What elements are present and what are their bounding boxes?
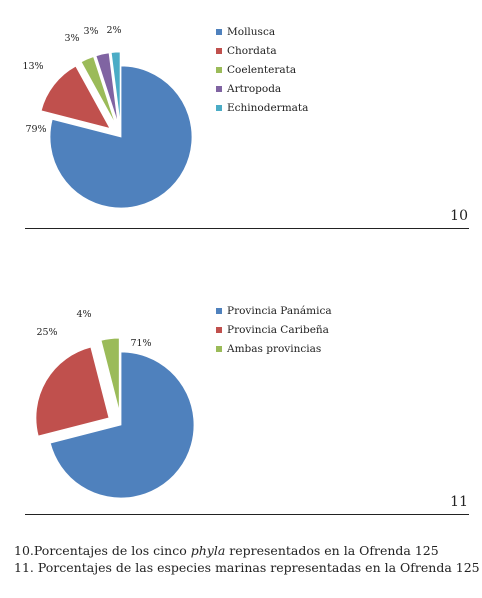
legend-swatch	[216, 104, 222, 111]
legend-item-provincia-caribena: Provincia Caribeña	[216, 320, 332, 339]
caption-figure-10: 10.Porcentajes de los cinco phyla repres…	[14, 543, 439, 558]
legend-item-echinodermata: Echinodermata	[216, 98, 308, 117]
legend-label: Ambas provincias	[227, 342, 322, 355]
slice-label-artropoda: 3%	[83, 26, 98, 37]
divider-rule	[25, 228, 469, 229]
chart-panel-10: 79% 13% 3% 3% 2% Mollusca Chordata Coelenterat…	[0, 0, 482, 240]
slice-label-echinodermata: 2%	[106, 25, 121, 36]
legend-label: Echinodermata	[227, 101, 309, 114]
pie-slice-ambas-provincias	[100, 337, 120, 412]
pie-slice-artropoda	[95, 52, 119, 124]
legend-label: Chordata	[227, 44, 277, 57]
legend-label: Provincia Caribeña	[227, 323, 329, 336]
slice-label-provincia-panamica: 71%	[130, 338, 151, 349]
figure-number-10: 10	[450, 208, 468, 224]
legend-swatch	[216, 345, 222, 352]
slice-label-chordata: 13%	[22, 61, 43, 72]
legend-item-mollusca: Mollusca	[216, 22, 308, 41]
legend-swatch	[216, 326, 222, 333]
pie-slice-provincia-panamica	[49, 351, 195, 499]
caption-number: 11.	[14, 560, 34, 575]
slice-label-provincia-caribena: 25%	[36, 327, 57, 338]
legend-label: Provincia Panámica	[227, 304, 332, 317]
legend-swatch	[216, 47, 222, 54]
legend-item-provincia-panamica: Provincia Panámica	[216, 301, 332, 320]
pie-slice-echinodermata	[110, 51, 121, 124]
legend-swatch	[216, 28, 222, 35]
pie-chart-11: 71% 25% 4%	[35, 309, 195, 499]
legend-item-artropoda: Artropoda	[216, 79, 308, 98]
figure-number-11: 11	[450, 494, 468, 510]
legend-11: Provincia Panámica Provincia Caribeña Amba…	[216, 301, 332, 358]
caption-figure-11: 11. Porcentajes de las especies marinas …	[14, 560, 480, 575]
slice-label-mollusca: 79%	[25, 124, 46, 135]
pie-chart-10: 79% 13% 3% 3% 2%	[22, 25, 193, 209]
legend-item-ambas-provincias: Ambas provincias	[216, 339, 332, 358]
pie-slice-mollusca	[49, 65, 193, 209]
chart-panel-11: 71% 25% 4% Provincia Panámica Provincia Car…	[0, 290, 482, 520]
legend-label: Mollusca	[227, 25, 276, 38]
legend-swatch	[216, 66, 222, 73]
divider-rule	[25, 514, 469, 515]
legend-10: Mollusca Chordata Coelenterata Artropoda Ech…	[216, 22, 308, 117]
caption-text: Porcentajes de los cinco	[33, 543, 191, 558]
caption-number: 10.	[14, 543, 34, 558]
pie-slice-provincia-caribena	[35, 346, 110, 437]
legend-label: Coelenterata	[227, 63, 297, 76]
caption-italic-term: phyla	[190, 543, 226, 558]
legend-item-coelenterata: Coelenterata	[216, 60, 308, 79]
legend-swatch	[216, 85, 222, 92]
legend-label: Artropoda	[227, 82, 282, 95]
legend-swatch	[216, 307, 222, 314]
pie-slice-chordata	[40, 65, 111, 130]
slice-label-coelenterata: 3%	[64, 33, 79, 44]
pie-slice-coelenterata	[80, 56, 116, 125]
caption-text: representados en la Ofrenda 125	[225, 543, 439, 558]
legend-item-chordata: Chordata	[216, 41, 308, 60]
slice-label-ambas-provincias: 4%	[76, 309, 91, 320]
caption-text: Porcentajes de las especies marinas repr…	[37, 560, 480, 575]
